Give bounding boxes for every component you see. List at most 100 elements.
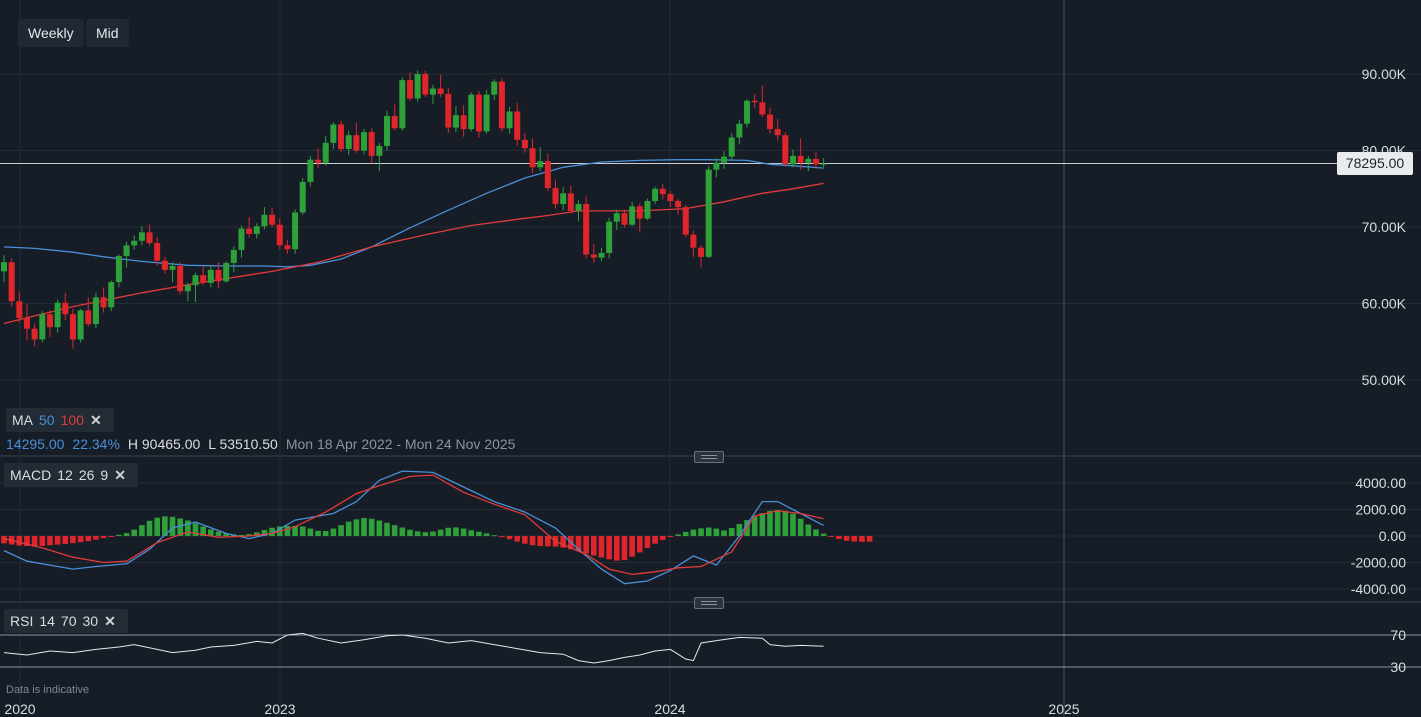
- candle-down: [100, 297, 107, 308]
- candle-up: [560, 193, 567, 205]
- candle-up: [384, 116, 390, 146]
- macd-pane-resize-handle[interactable]: [694, 451, 724, 463]
- macd-histogram-bar: [545, 536, 551, 547]
- macd-histogram-bar: [859, 536, 865, 542]
- candle-up: [820, 163, 827, 165]
- candle-down: [200, 275, 207, 283]
- macd-histogram-bar: [598, 536, 605, 558]
- macd-histogram-bar: [514, 536, 521, 542]
- candle-down: [85, 310, 92, 325]
- macd-axis-tick: 2000.00: [1355, 502, 1406, 518]
- macd-histogram-bar: [736, 524, 743, 536]
- macd-histogram-bar: [299, 526, 306, 536]
- macd-histogram-bar: [391, 525, 398, 536]
- candle-up: [299, 181, 306, 213]
- macd-histogram-bar: [468, 530, 475, 536]
- macd-histogram-bar: [284, 525, 291, 536]
- candle-down: [353, 135, 360, 151]
- rsi-pane-resize-handle[interactable]: [694, 597, 724, 609]
- rsi-upper: 70: [60, 613, 77, 629]
- macd-histogram-bar: [238, 534, 245, 536]
- remove-rsi-button[interactable]: ✕: [104, 613, 116, 629]
- candle-up: [230, 249, 237, 263]
- candle-up: [789, 155, 796, 165]
- macd-histogram-bar: [1, 536, 7, 544]
- macd-histogram-bar: [253, 532, 260, 536]
- candle-down: [759, 102, 766, 115]
- macd-histogram-bar: [644, 536, 651, 548]
- candle-up: [92, 297, 99, 325]
- change-value: 14295.00: [6, 436, 65, 452]
- time-axis-tick: 2020: [4, 701, 35, 717]
- macd-axis-tick: 0.00: [1379, 528, 1406, 544]
- price-axis-tick: 50.00K: [1362, 372, 1407, 388]
- macd-histogram-bar: [261, 530, 268, 536]
- macd-histogram-bar: [116, 534, 122, 536]
- macd-histogram-bar: [621, 536, 628, 561]
- macd-histogram-bar: [606, 536, 612, 560]
- info-bar: 14295.00 22.34% H 90465.00 L 53510.50 Mon 18…: [6, 436, 523, 452]
- candle-up: [292, 212, 299, 250]
- macd-histogram-bar: [851, 536, 858, 542]
- macd-histogram-bar: [759, 513, 766, 536]
- candle-up: [506, 111, 513, 129]
- candle-down: [445, 93, 452, 128]
- macd-histogram-bar: [483, 533, 490, 536]
- candle-up: [322, 142, 329, 163]
- candle-down: [552, 187, 559, 205]
- macd-histogram-bar: [422, 532, 429, 536]
- macd-histogram-bar: [169, 516, 176, 536]
- macd-histogram-bar: [591, 536, 597, 556]
- macd-histogram-bar: [307, 528, 314, 536]
- candle-down: [406, 80, 413, 99]
- ma-50-line: [3, 159, 824, 268]
- candle-down: [621, 213, 628, 225]
- macd-histogram-bar: [491, 535, 498, 537]
- disclaimer-text: Data is indicative: [6, 684, 90, 696]
- candle-up: [1, 262, 7, 272]
- macd-histogram-bar: [667, 536, 674, 538]
- macd-histogram-bar: [560, 536, 566, 548]
- candle-down: [391, 116, 398, 129]
- macd-slow: 26: [78, 467, 95, 483]
- macd-signal-line: [3, 474, 824, 576]
- macd-histogram-bar: [836, 536, 842, 540]
- remove-macd-button[interactable]: ✕: [114, 467, 126, 483]
- remove-ma-button[interactable]: ✕: [89, 412, 102, 428]
- macd-histogram-bar: [537, 536, 543, 547]
- candle-down: [774, 129, 781, 136]
- candle-up: [736, 123, 743, 138]
- candle-up: [728, 137, 735, 157]
- candle-down: [215, 269, 222, 282]
- interval-button[interactable]: Weekly: [18, 19, 84, 47]
- macd-histogram-bar: [322, 530, 329, 536]
- macd-histogram-bar: [353, 519, 360, 536]
- candle-up: [39, 314, 46, 340]
- macd-histogram-bar: [131, 529, 138, 536]
- candle-up: [54, 302, 61, 328]
- rsi-axis-tick: 30: [1390, 659, 1406, 675]
- macd-histogram-bar: [47, 536, 53, 546]
- candle-up: [713, 162, 720, 170]
- ma-slow-period: 100: [60, 412, 84, 428]
- candle-down: [437, 88, 444, 94]
- macd-histogram-bar: [368, 518, 375, 536]
- rsi-label: RSI: [10, 613, 34, 629]
- macd-histogram-bar: [77, 536, 84, 543]
- macd-histogram-bar: [675, 534, 681, 536]
- candle-up: [721, 156, 728, 163]
- candle-down: [544, 161, 551, 188]
- price-type-button[interactable]: Mid: [86, 19, 129, 47]
- candle-down: [567, 193, 574, 211]
- candle-down: [751, 100, 758, 103]
- date-range: Mon 18 Apr 2022 - Mon 24 Nov 2025: [285, 436, 516, 452]
- macd-histogram-bar: [185, 520, 191, 536]
- macd-histogram-bar: [767, 510, 773, 536]
- candle-up: [376, 145, 383, 156]
- macd-legend: MACD 12 26 9 ✕: [4, 463, 138, 487]
- macd-histogram-bar: [85, 536, 92, 542]
- price-axis-tick: 70.00K: [1362, 219, 1407, 235]
- macd-histogram-bar: [62, 536, 69, 544]
